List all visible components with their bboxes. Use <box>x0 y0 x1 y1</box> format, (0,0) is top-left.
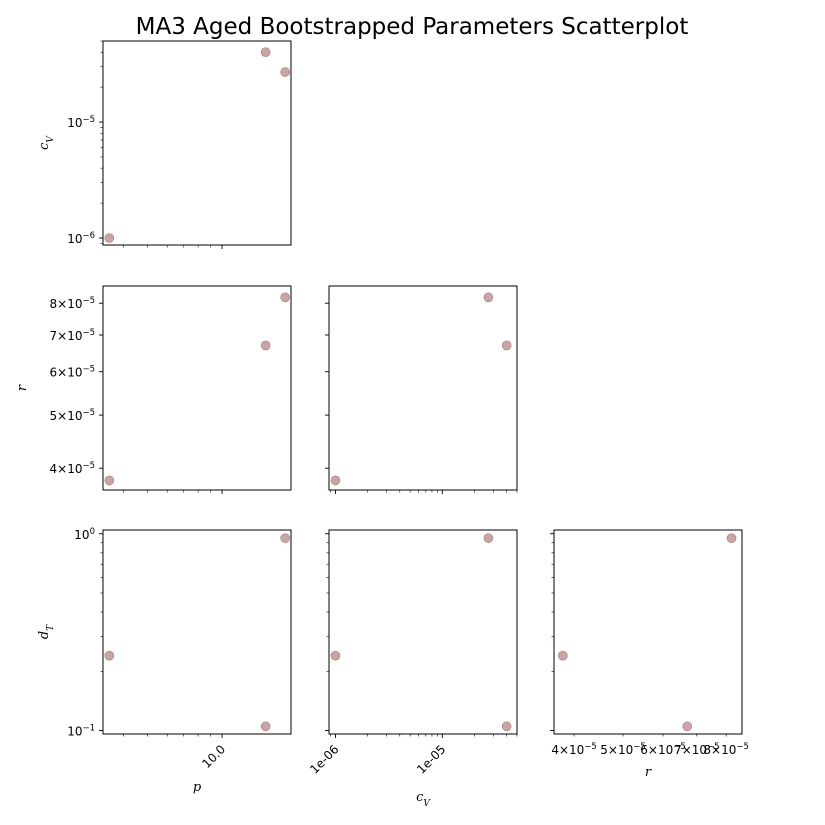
x-tick-label: 1e-06 <box>307 742 341 776</box>
y-axis-label: cV <box>37 135 56 150</box>
y-tick-label: 8×10−5 <box>50 296 96 311</box>
data-point <box>330 475 341 486</box>
data-point <box>501 721 512 732</box>
panel-r-vs-p: 4×10−5 5×10−5 6×10−5 7×10−5 8×10−5 r <box>15 285 292 494</box>
data-point <box>501 340 512 351</box>
data-point <box>104 475 115 486</box>
data-point <box>483 292 494 303</box>
data-point <box>280 533 290 543</box>
x-tick-label: 7×10−5 <box>674 742 720 757</box>
y-tick-label: 100 <box>74 527 95 542</box>
x-axis-label: r <box>645 765 652 780</box>
panel-frame <box>328 529 518 735</box>
panel-d_T-vs-r: 4×10−5 5×10−56×10−57×10−58×10−5 r <box>550 529 749 780</box>
y-axis-label: dT <box>37 624 56 639</box>
data-point <box>483 533 494 543</box>
y-tick-label: 10−6 <box>67 231 95 246</box>
data-point <box>260 340 271 351</box>
data-point <box>330 650 341 661</box>
x-tick-label: 5×10−5 <box>600 742 646 757</box>
x-tick-label: 4×10−5 <box>551 742 597 757</box>
panel-c_V-vs-p: 10−6 10−5 cV <box>37 40 292 249</box>
data-point <box>280 292 290 303</box>
x-tick-label: 10.0 <box>199 742 228 771</box>
y-axis-label: r <box>15 384 30 391</box>
x-tick-label: 1e-05 <box>414 742 448 776</box>
x-tick-label: 6×10−5 <box>640 742 686 757</box>
y-tick-label: 10−5 <box>67 115 95 130</box>
panel-frame <box>328 285 518 491</box>
data-point <box>104 650 115 661</box>
y-tick-label: 5×10−5 <box>50 408 96 423</box>
x-axis-label: p <box>193 780 202 795</box>
x-tick-label: 8×10−5 <box>703 742 749 757</box>
y-tick-label: 10−1 <box>67 724 95 739</box>
data-point <box>682 721 693 732</box>
data-point <box>104 233 115 243</box>
panel-frame <box>102 285 292 491</box>
panel-grid: 10−610−5cV4×10−55×10−56×10−57×10−58×10−5… <box>15 40 749 809</box>
data-point <box>260 47 271 58</box>
data-point <box>280 67 290 77</box>
panel-r-vs-c_V <box>325 285 518 494</box>
data-point <box>558 650 568 661</box>
chart-title: MA3 Aged Bootstrapped Parameters Scatter… <box>136 14 689 40</box>
panel-d_T-vs-c_V: 1e-06 1e-05 cV <box>307 529 518 809</box>
x-axis-label: cV <box>416 790 431 809</box>
data-point <box>726 533 737 543</box>
panel-frame <box>102 40 292 246</box>
data-point <box>260 721 271 732</box>
panel-frame <box>102 529 292 735</box>
y-tick-label: 6×10−5 <box>50 365 96 380</box>
panel-frame <box>553 529 743 735</box>
y-tick-label: 4×10−5 <box>50 461 96 476</box>
panel-d_T-vs-p: 10−1 100 dT 10.0 p <box>37 527 292 795</box>
y-tick-label: 7×10−5 <box>50 328 96 343</box>
